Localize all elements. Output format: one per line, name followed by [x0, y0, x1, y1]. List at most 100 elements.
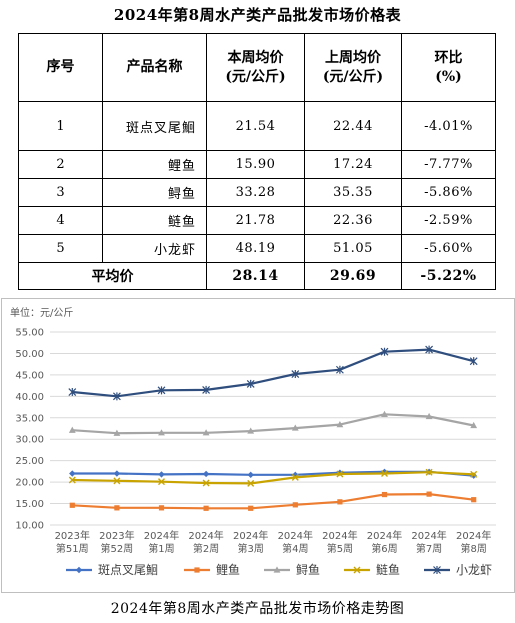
average-this-week: 28.14 [206, 262, 305, 290]
cell-this-week: 15.90 [206, 150, 305, 179]
cell-change: -5.86% [401, 178, 496, 207]
legend-label: 鲢鱼 [376, 562, 400, 577]
data-point [247, 479, 255, 487]
x-tick-label: 第7周 [416, 542, 442, 555]
data-point [202, 429, 210, 436]
x-tick-label: 第4周 [282, 542, 308, 555]
cell-last-week: 22.44 [304, 101, 402, 151]
header-name-label: 产品名称 [126, 59, 183, 75]
y-tick-label: 20.00 [15, 478, 44, 489]
cell-name: 鲟鱼 [102, 178, 207, 207]
data-point [68, 476, 76, 484]
y-tick-label: 15.00 [15, 499, 44, 510]
cell-this-week: 21.78 [206, 206, 305, 235]
legend-marker [273, 566, 281, 573]
data-point [292, 502, 298, 508]
x-tick-label: 2024年 [456, 529, 491, 542]
data-point [113, 429, 121, 436]
data-point [69, 502, 75, 508]
y-tick-label: 10.00 [15, 521, 44, 532]
cell-change: -7.77% [401, 150, 496, 179]
chart-svg: 单位：元/公斤 10.00 15.00 20.00 25.00 30.00 35.00 40.… [10, 306, 496, 577]
data-point [470, 470, 478, 478]
y-tick-label: 35.00 [15, 413, 44, 424]
x-tick-label: 第6周 [371, 542, 397, 555]
data-point [380, 347, 389, 356]
data-point [113, 477, 121, 485]
price-table: 序号 产品名称 本周均价 (元/公斤) 上周均价 (元/公斤) 环比 (%) 1 斑点… [18, 33, 496, 290]
data-point [68, 388, 77, 397]
data-point [247, 471, 254, 479]
legend-label: 斑点叉尾鮰 [98, 563, 158, 577]
data-point [202, 470, 210, 478]
cell-change: -2.59% [401, 206, 496, 235]
data-point [158, 478, 165, 486]
data-point [337, 499, 343, 505]
data-point [425, 345, 434, 354]
table-row: 4 鲢鱼 21.78 22.36 -2.59% [18, 206, 496, 235]
header-this-week-label: 本周均价 (元/公斤) [225, 49, 286, 85]
header-name: 产品名称 [102, 33, 207, 102]
y-tick-label: 25.00 [15, 456, 44, 467]
average-last-week: 29.69 [304, 262, 402, 290]
data-point [114, 505, 120, 511]
unit-label: 单位：元/公斤 [10, 306, 73, 319]
data-point [157, 386, 166, 395]
table-row: 5 小龙虾 48.19 51.05 -5.60% [18, 234, 496, 263]
data-point [202, 479, 210, 487]
table-row: 3 鲟鱼 33.28 35.35 -5.86% [18, 178, 496, 207]
x-tick-label: 2023年 [99, 529, 134, 542]
data-point [203, 505, 209, 511]
table-title: 2024年第8周水产类产品批发市场价格表 [113, 6, 402, 24]
header-last-week: 上周均价 (元/公斤) [304, 33, 402, 102]
legend-label: 鲟鱼 [296, 563, 320, 577]
data-point [291, 473, 299, 481]
x-tick-label: 2024年 [367, 529, 402, 542]
series-line-4 [72, 471, 474, 485]
average-row: 平均价 28.14 29.69 -5.22% [18, 262, 496, 290]
header-this-week: 本周均价 (元/公斤) [206, 33, 305, 102]
data-point [291, 370, 300, 379]
x-tick-label: 2024年 [144, 529, 179, 542]
cell-name: 鲢鱼 [102, 206, 207, 235]
x-tick-label: 第3周 [238, 542, 264, 555]
data-point [158, 429, 165, 436]
x-tick-label: 2024年 [188, 529, 223, 542]
data-point [381, 470, 388, 478]
table-header-row: 序号 产品名称 本周均价 (元/公斤) 上周均价 (元/公斤) 环比 (%) [18, 33, 496, 102]
data-point [113, 470, 121, 477]
legend-marker [433, 566, 441, 574]
data-point [426, 491, 432, 497]
header-change-label: 环比 (%) [434, 49, 463, 85]
cell-no: 1 [18, 101, 103, 151]
data-point [425, 468, 433, 476]
cell-no: 2 [18, 150, 103, 179]
cell-no: 4 [18, 206, 103, 235]
series-line-5 [72, 348, 474, 398]
cell-no: 5 [18, 234, 103, 263]
cell-name: 斑点叉尾鮰 [102, 101, 207, 151]
legend-marker [353, 566, 361, 574]
data-point [202, 385, 211, 394]
header-last-week-label: 上周均价 (元/公斤) [322, 49, 384, 85]
data-point [158, 471, 165, 478]
chart-caption: 2024年第8周水产类产品批发市场价格走势图 [110, 601, 405, 617]
cell-last-week: 35.35 [304, 178, 402, 207]
data-point [246, 379, 255, 388]
y-tick-label: 50.00 [15, 349, 44, 360]
average-label: 平均价 [18, 262, 207, 290]
legend-marker [194, 567, 200, 573]
data-point [248, 505, 254, 511]
data-point [470, 421, 478, 429]
data-point [336, 421, 344, 428]
price-trend-chart: 单位：元/公斤 10.00 15.00 20.00 25.00 30.00 35.00 40.… [1, 298, 515, 593]
x-tick-label: 第8周 [461, 542, 487, 555]
cell-name: 小龙虾 [102, 234, 207, 263]
legend-marker [75, 566, 83, 574]
header-no: 序号 [18, 33, 103, 102]
legend-label: 小龙虾 [456, 563, 492, 577]
cell-this-week: 33.28 [206, 178, 305, 207]
cell-this-week: 48.19 [206, 234, 305, 263]
y-tick-label: 45.00 [15, 370, 44, 381]
data-point [158, 505, 165, 511]
